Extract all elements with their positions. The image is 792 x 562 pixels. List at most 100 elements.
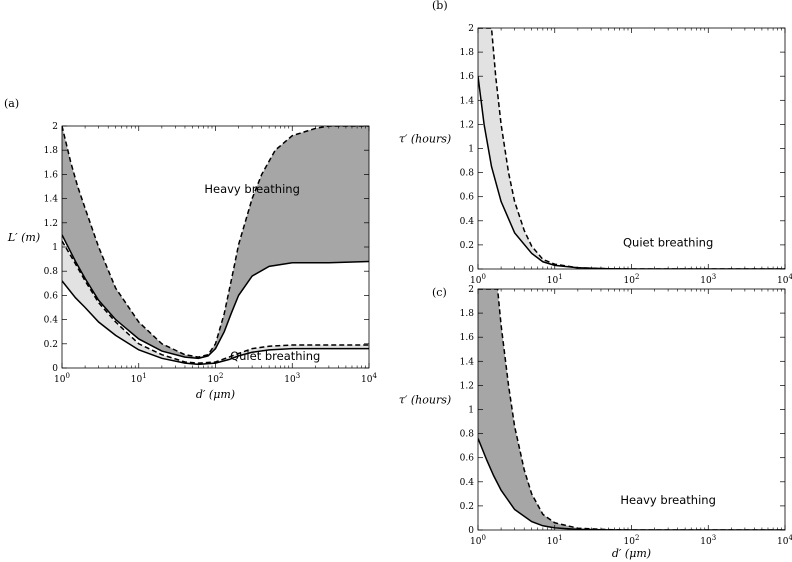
x-tick-exponent: 1 [558, 273, 562, 281]
panel-label-b: (b) [432, 0, 448, 12]
y-tick-label: 0.6 [460, 454, 475, 464]
y-tick-label: 1.8 [460, 309, 475, 319]
x-tick-base: 10 [470, 537, 482, 547]
y-tick-label: 2 [468, 285, 474, 295]
x-tick-exponent: 4 [372, 372, 377, 380]
y-tick-label: 1.4 [460, 96, 475, 106]
x-tick-exponent: 4 [788, 534, 792, 542]
panel-b: 100 101 102 103 10400.20.40.60.811.21.41.61.… [399, 0, 792, 286]
x-tick-base: 10 [208, 375, 220, 385]
plot-area-a [62, 126, 369, 366]
x-tick-exponent: 3 [712, 534, 716, 542]
y-axis-label-a: L′ (m) [7, 231, 40, 244]
x-tick-base: 10 [284, 375, 296, 385]
panel-a: 100 101 102 103 10400.20.40.60.811.21.41.61.… [4, 97, 377, 401]
x-tick-exponent: 4 [788, 273, 792, 281]
y-tick-label: 0.6 [460, 193, 475, 203]
panel-label-c: (c) [432, 286, 447, 299]
x-tick-exponent: 2 [635, 534, 639, 542]
x-tick-exponent: 0 [481, 273, 485, 281]
y-tick-label: 1.8 [44, 146, 59, 156]
band-a-0 [62, 126, 369, 359]
x-tick-base: 10 [547, 276, 559, 286]
x-tick-label: 104 [777, 273, 792, 286]
y-tick-label: 1.4 [460, 357, 475, 367]
x-tick-base: 10 [547, 537, 559, 547]
x-tick-exponent: 0 [65, 372, 69, 380]
y-tick-label: 1.6 [460, 333, 475, 343]
y-axis-label-c: τ′ (hours) [399, 394, 451, 407]
y-tick-label: 1.6 [460, 72, 475, 82]
x-tick-base: 10 [777, 276, 789, 286]
annotation-b-0: Quiet breathing [623, 235, 713, 249]
x-tick-base: 10 [777, 537, 789, 547]
y-tick-label: 1 [468, 145, 474, 155]
x-tick-base: 10 [700, 537, 712, 547]
y-tick-label: 0.2 [460, 502, 474, 512]
annotation-a-1: Quiet breathing [230, 349, 320, 363]
x-tick-label: 102 [208, 372, 224, 385]
x-tick-label: 100 [470, 534, 486, 547]
x-tick-base: 10 [624, 537, 636, 547]
x-tick-exponent: 0 [481, 534, 485, 542]
y-tick-label: 0.4 [460, 217, 475, 227]
x-tick-base: 10 [131, 375, 143, 385]
x-tick-exponent: 2 [635, 273, 639, 281]
series-line-c-0-upper [478, 289, 785, 530]
y-tick-label: 0.4 [460, 478, 475, 488]
y-tick-label: 1.6 [44, 170, 59, 180]
x-axis-label-c: d′ (μm) [612, 547, 651, 560]
y-tick-label: 1 [468, 406, 474, 416]
x-tick-label: 103 [700, 273, 716, 286]
y-tick-label: 0 [468, 526, 474, 536]
y-tick-label: 1.4 [44, 195, 59, 205]
x-tick-base: 10 [624, 276, 636, 286]
y-tick-label: 0 [468, 265, 474, 275]
x-tick-exponent: 1 [142, 372, 146, 380]
y-tick-label: 0.4 [44, 316, 59, 326]
y-tick-label: 0.2 [44, 340, 58, 350]
y-tick-label: 0 [52, 364, 58, 374]
y-tick-label: 1.2 [460, 381, 474, 391]
band-b-0 [478, 28, 785, 269]
y-tick-label: 1.2 [44, 219, 58, 229]
series-line-a-1-upper [62, 240, 369, 364]
x-tick-exponent: 3 [296, 372, 300, 380]
annotation-a-0: Heavy breathing [204, 182, 300, 196]
y-tick-label: 0.8 [44, 267, 59, 277]
y-tick-label: 2 [52, 122, 58, 132]
x-tick-label: 101 [131, 372, 147, 385]
x-tick-label: 102 [624, 273, 640, 286]
x-tick-label: 104 [361, 372, 377, 385]
x-tick-label: 100 [470, 273, 486, 286]
series-line-a-0-lower [62, 234, 369, 360]
x-tick-base: 10 [54, 375, 66, 385]
y-tick-label: 0.8 [460, 430, 475, 440]
y-tick-label: 0.6 [44, 291, 59, 301]
y-tick-label: 1.2 [460, 120, 474, 130]
x-tick-base: 10 [470, 276, 482, 286]
x-tick-exponent: 3 [712, 273, 716, 281]
x-tick-label: 102 [624, 534, 640, 547]
panel-label-a: (a) [4, 97, 19, 110]
annotation-c-0: Heavy breathing [620, 493, 716, 507]
panel-c: 100 101 102 103 10400.20.40.60.811.21.41.61.… [399, 285, 792, 560]
y-tick-label: 0.2 [460, 241, 474, 251]
x-axis-label-a: d′ (μm) [196, 388, 235, 401]
y-tick-label: 1.8 [460, 48, 475, 58]
x-tick-label: 103 [700, 534, 716, 547]
x-tick-exponent: 1 [558, 534, 562, 542]
y-axis-label-b: τ′ (hours) [399, 133, 451, 146]
x-tick-label: 101 [547, 534, 563, 547]
y-tick-label: 1 [52, 243, 58, 253]
x-tick-label: 100 [54, 372, 70, 385]
x-tick-label: 104 [777, 534, 792, 547]
y-tick-label: 0.8 [460, 169, 475, 179]
x-tick-label: 101 [547, 273, 563, 286]
series-line-a-0-upper [62, 126, 369, 358]
x-tick-base: 10 [700, 276, 712, 286]
x-tick-exponent: 2 [219, 372, 223, 380]
x-tick-label: 103 [284, 372, 300, 385]
series-line-a-1-lower [62, 280, 369, 366]
